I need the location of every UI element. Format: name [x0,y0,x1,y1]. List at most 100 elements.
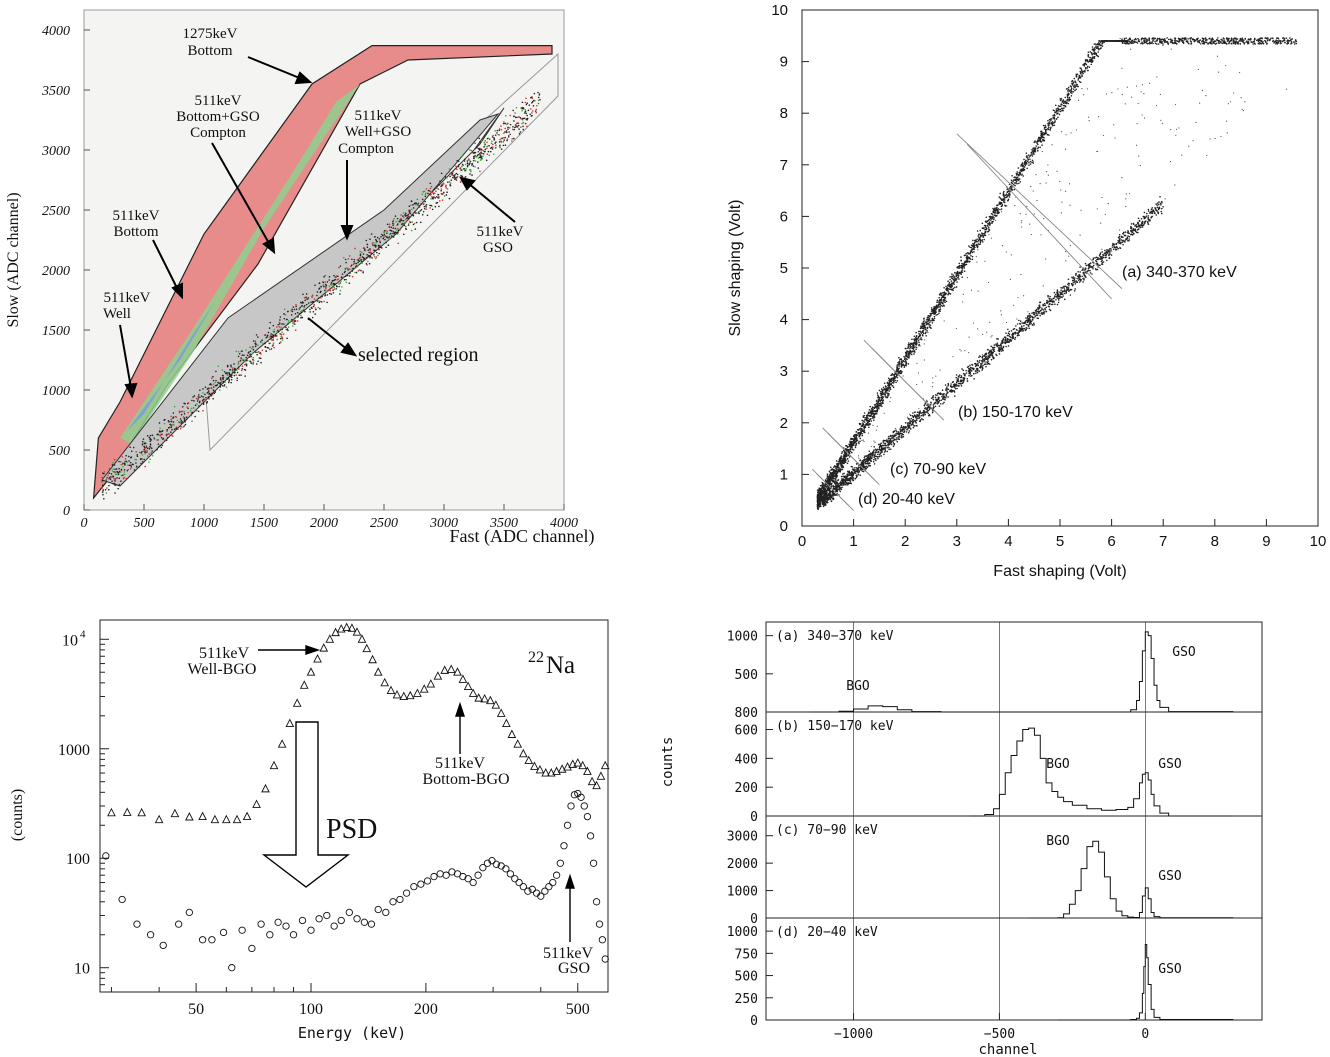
tl-scatter-dot [227,381,230,384]
tl-scatter-dot [491,148,494,150]
tl-scatter-dot [509,123,512,126]
tl-scatter-dot [287,321,290,324]
tl-scatter-dot [523,112,526,115]
tl-scatter-dot [448,168,451,170]
tl-scatter-dot [129,446,131,449]
tr-scatter-dot [976,230,979,232]
tl-scatter-dot [245,349,247,351]
tl-scatter-dot [527,109,530,112]
tr-scatter-dot [1074,86,1076,89]
tr-scatter-dot [859,429,862,431]
tr-scatter-dot [910,417,913,420]
tl-scatter-dot [522,121,524,124]
tl-scatter-dot [407,213,410,216]
tl-scatter-dot [207,391,210,393]
tr-scatter-dot [1156,202,1159,204]
tr-scatter-dot [869,423,871,425]
tr-scatter-dot [1081,74,1083,76]
tr-scatter-dot [882,399,885,401]
tr-scatter-dot [1008,196,1011,198]
tl-scatter-dot [135,458,138,461]
tr-scatter-dot [950,275,953,278]
tr-scatter-dot [1101,45,1104,47]
tl-scatter-dot [278,321,281,324]
tl-scatter-dot [357,259,360,262]
tl-scatter-dot [135,462,137,464]
tr-scatter-dot [840,462,842,465]
tr-scatter-dot [899,370,901,372]
tl-scatter-dot [438,205,440,208]
tl-scatter-dot [226,374,229,377]
tr-scatter-dot [818,506,820,508]
tr-scatter-dot [1037,140,1039,143]
tl-scatter-dot [349,272,351,274]
tr-scatter-dot [852,435,855,438]
tr-scatter-dot [1025,162,1028,164]
tr-scatter-dot [919,338,921,340]
tr-scatter-dot [875,459,877,462]
tl-scatter-dot [273,346,275,349]
tl-scatter-dot [260,361,262,364]
tl-scatter-dot [385,236,388,238]
tl-scatter-dot [125,460,128,463]
tl-scatter-dot [132,446,135,449]
tl-scatter-dot [421,193,424,196]
tl-scatter-dot [438,200,441,202]
tl-scatter-dot [388,225,391,228]
tl-scatter-dot [112,461,114,464]
tr-scatter-dot [825,484,827,486]
tl-scatter-dot [455,179,458,181]
tl-scatter-dot [191,411,194,414]
tl-scatter-dot [336,282,339,284]
tr-scatter-dot [1083,70,1086,72]
tl-scatter-dot [230,381,232,384]
tl-scatter-dot [400,214,402,216]
tl-scatter-dot [190,414,193,417]
tl-scatter-dot [445,184,447,187]
tl-scatter-dot [193,395,196,397]
tr-scatter-dot [1008,194,1010,197]
tl-scatter-dot [207,396,210,398]
tl-scatter-dot [413,222,416,225]
tl-main-band-core [120,84,360,444]
tl-scatter-dot [146,451,148,453]
tl-scatter-dot [514,116,517,119]
tl-scatter-dot [241,365,244,367]
tr-scatter-dot [904,351,907,354]
tl-scatter-dot [508,131,510,133]
tl-scatter-dot [262,343,264,345]
tl-scatter-dot [355,271,358,274]
tr-scatter-dot [888,437,890,440]
tr-scatter-dot [1089,269,1091,272]
tl-scatter-dot [366,254,368,256]
tl-scatter-dot [444,176,447,178]
tl-scatter-dot [441,193,443,195]
tl-scatter-dot [425,206,427,208]
tr-scatter-dot [902,435,905,438]
tr-scatter-dot [1048,134,1050,136]
tl-xtick-label: 2500 [370,516,398,531]
tl-scatter-dot [146,449,148,452]
tr-scatter-dot [819,505,822,508]
tl-scatter-dot [238,374,241,376]
tl-density-bands [92,44,559,500]
tl-scatter-dot [498,128,501,130]
tr-scatter-dot [861,422,864,424]
tl-scatter-dot [441,199,444,201]
tr-scatter-dot [897,368,899,370]
tr-scatter-dot [996,209,999,212]
tl-scatter-dot [318,288,320,290]
tl-scatter-dot [296,311,299,314]
tr-scatter-dot [1061,103,1063,106]
tl-scatter-dot [380,246,382,249]
tl-scatter-dot [379,244,382,247]
tr-scatter-dot [1055,108,1058,110]
tl-scatter-dot [160,434,162,436]
tl-scatter-dot [272,330,274,333]
tl-scatter-dot [202,398,205,401]
tr-scatter-dot [1095,45,1097,48]
tr-scatter-dot [972,244,974,247]
tl-scatter-dot [150,452,153,454]
tl-scatter-dot [241,354,244,356]
tl-scatter-dot [217,365,220,368]
